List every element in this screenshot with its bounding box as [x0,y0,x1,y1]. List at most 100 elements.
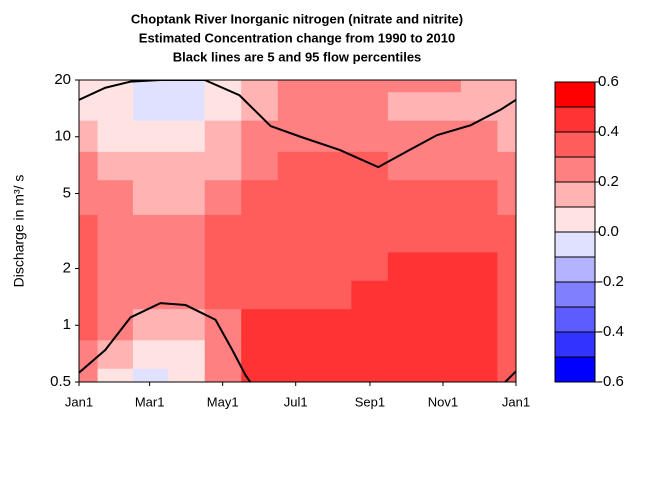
contour-cell [241,251,279,281]
contour-cell [351,280,389,310]
contour-cell [79,368,99,382]
contour-cell [497,80,516,93]
contour-cell [424,120,462,152]
y-tick-label: 5 [63,184,71,201]
contour-cell [387,368,425,382]
contour-cell [351,308,389,341]
contour-cell [168,339,206,369]
x-tick-label: May1 [207,394,239,409]
contour-cell [132,151,169,181]
contour-cell [277,368,315,382]
contour-cell [132,251,169,281]
contour-cell [241,280,279,310]
contour-cell [424,80,462,93]
contour-cell [168,308,206,341]
contour-cell [314,308,352,341]
x-tick-label: Jul1 [284,394,308,409]
colorbar-band [554,131,596,158]
contour-cell [351,120,389,152]
contour-cell [387,339,425,369]
contour-cell [97,120,134,152]
contour-cell [241,80,279,93]
contour-cell [204,179,242,215]
contour-cell [132,214,169,253]
contour-cell [351,368,389,382]
contour-cell [424,339,462,369]
contour-cell [424,368,462,382]
x-tick-label: Sep1 [355,394,385,409]
colorbar-tick-label: 0.0 [598,223,619,240]
contour-cell [424,308,462,341]
contour-cell [277,80,315,93]
contour-cell [314,214,352,253]
contour-cell [314,120,352,152]
contour-cell [314,368,352,382]
contour-cell [497,120,516,152]
contour-cell [424,214,462,253]
contour-cell [79,280,99,310]
contour-cell [132,91,169,121]
chart-title: Estimated Concentration change from 1990… [139,30,455,45]
contour-cell [168,120,206,152]
contour-cell [204,251,242,281]
colorbar-tick-label: 0.6 [598,73,619,90]
chart-title: Choptank River Inorganic nitrogen (nitra… [131,11,463,26]
contour-cell [497,339,516,369]
contour-cell [97,179,134,215]
colorbar-tick-label: -0.2 [598,273,624,290]
contour-cell [204,368,242,382]
contour-cell [241,308,279,341]
contour-cell [424,280,462,310]
contour-cell [424,91,462,121]
colorbar-band [554,81,596,108]
contour-cell [168,151,206,181]
contour-cell [387,251,425,281]
colorbar-tick-label: -0.6 [598,373,624,390]
contour-cell [387,120,425,152]
colorbar-tick-label: -0.4 [598,323,624,340]
contour-cell [460,120,498,152]
x-tick-label: Jan1 [502,394,530,409]
contour-cell [277,151,315,181]
contour-cell [424,179,462,215]
contour-cell [497,151,516,181]
contour-cell [241,179,279,215]
contour-cell [460,151,498,181]
contour-cell [241,368,279,382]
contour-cell [497,368,516,382]
chart-title: Black lines are 5 and 95 flow percentile… [173,49,422,64]
contour-cell [460,179,498,215]
contour-cell [314,339,352,369]
contour-cell [314,91,352,121]
contour-cell [168,368,206,382]
contour-cell [277,280,315,310]
contour-cell [132,120,169,152]
colorbar-band [554,256,596,283]
y-axis-label: Discharge in m³/ s [11,175,27,288]
y-tick-label: 1 [63,316,71,333]
y-tick-label: 2 [63,259,71,276]
contour-cell [204,151,242,181]
contour-cell [132,339,169,369]
contour-cell [351,151,389,181]
colorbar-band [554,331,596,358]
contour-cell [314,251,352,281]
colorbar-band [554,106,596,133]
y-tick-label: 10 [54,128,71,145]
contour-cell [97,339,134,369]
contour-cell [314,80,352,93]
contour-cell [314,179,352,215]
contour-cell [132,280,169,310]
contour-cell [97,368,134,382]
colorbar-band [554,156,596,183]
y-tick-label: 0.5 [50,373,71,390]
contour-cell [97,308,134,341]
x-tick-label: Nov1 [428,394,458,409]
contour-cell [497,308,516,341]
contour-cell [241,151,279,181]
contour-cell [460,91,498,121]
contour-cell [79,308,99,341]
contour-cell [79,151,99,181]
contour-cell [351,179,389,215]
contour-cell [351,214,389,253]
